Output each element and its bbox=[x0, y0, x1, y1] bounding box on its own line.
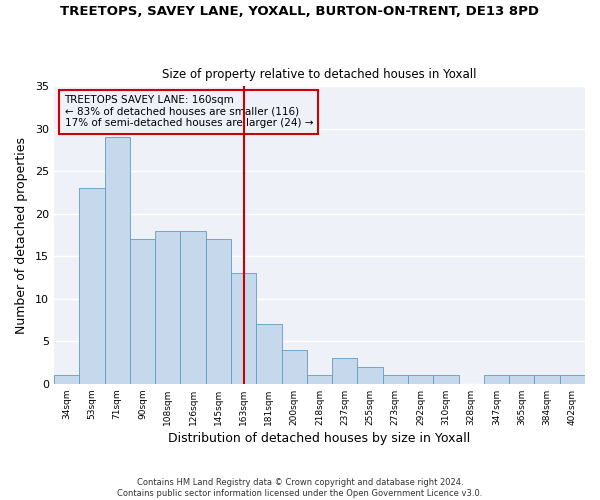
Bar bbox=[256, 324, 281, 384]
X-axis label: Distribution of detached houses by size in Yoxall: Distribution of detached houses by size … bbox=[169, 432, 470, 445]
Text: TREETOPS SAVEY LANE: 160sqm
← 83% of detached houses are smaller (116)
17% of se: TREETOPS SAVEY LANE: 160sqm ← 83% of det… bbox=[65, 96, 313, 128]
Y-axis label: Number of detached properties: Number of detached properties bbox=[15, 136, 28, 334]
Bar bbox=[535, 376, 560, 384]
Bar bbox=[231, 274, 256, 384]
Bar bbox=[484, 376, 509, 384]
Bar bbox=[307, 376, 332, 384]
Bar bbox=[206, 240, 231, 384]
Bar bbox=[358, 367, 383, 384]
Bar bbox=[560, 376, 585, 384]
Bar bbox=[104, 138, 130, 384]
Text: Contains HM Land Registry data © Crown copyright and database right 2024.
Contai: Contains HM Land Registry data © Crown c… bbox=[118, 478, 482, 498]
Bar bbox=[54, 376, 79, 384]
Text: TREETOPS, SAVEY LANE, YOXALL, BURTON-ON-TRENT, DE13 8PD: TREETOPS, SAVEY LANE, YOXALL, BURTON-ON-… bbox=[61, 5, 539, 18]
Bar bbox=[130, 240, 155, 384]
Bar bbox=[383, 376, 408, 384]
Bar bbox=[155, 231, 181, 384]
Bar bbox=[281, 350, 307, 384]
Bar bbox=[509, 376, 535, 384]
Bar bbox=[433, 376, 458, 384]
Bar bbox=[332, 358, 358, 384]
Bar bbox=[181, 231, 206, 384]
Bar bbox=[408, 376, 433, 384]
Bar bbox=[79, 188, 104, 384]
Title: Size of property relative to detached houses in Yoxall: Size of property relative to detached ho… bbox=[162, 68, 477, 81]
